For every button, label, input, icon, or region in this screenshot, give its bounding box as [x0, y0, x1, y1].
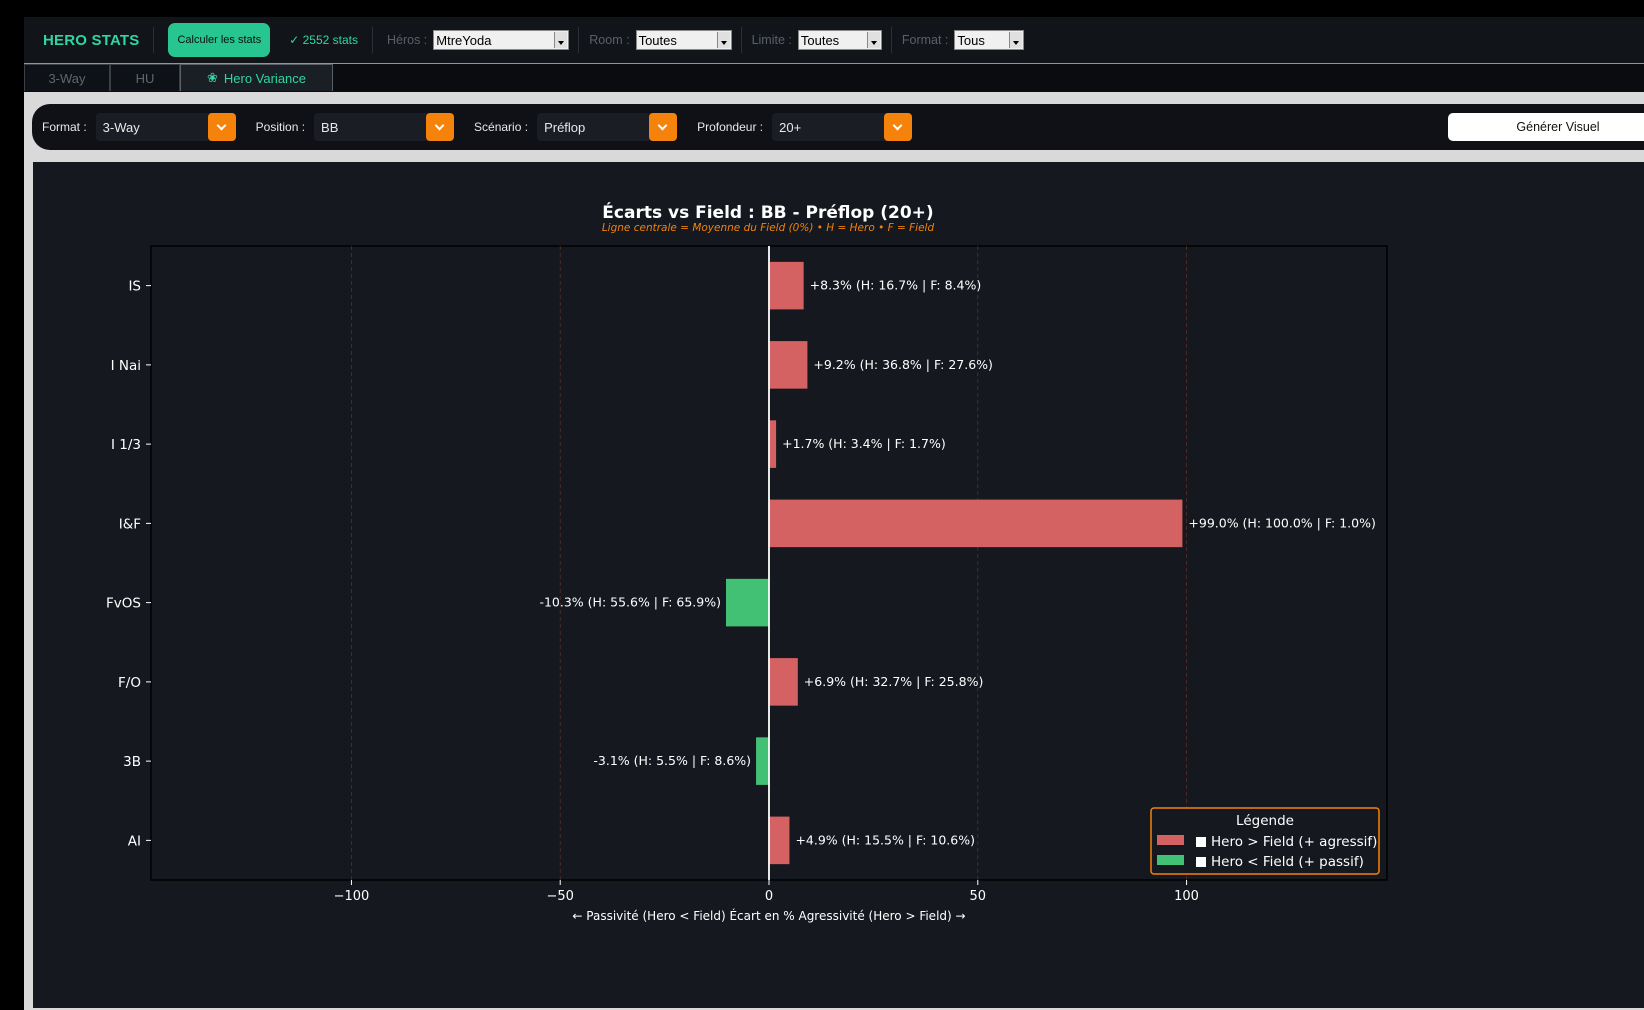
format-select-value: Tous	[957, 32, 985, 48]
chevron-down-icon[interactable]	[207, 113, 236, 141]
compute-stats-button[interactable]: Calculer les stats	[168, 23, 271, 57]
format-select[interactable]: Tous	[954, 30, 1025, 50]
tab-label: Hero Variance	[223, 70, 307, 86]
chevron-down-icon[interactable]	[649, 113, 678, 141]
depth-combo-value: 20+	[779, 119, 802, 135]
hero-select-value: MtreYoda	[436, 32, 492, 48]
tab-hero-variance[interactable]: ❀ Hero Variance	[180, 64, 333, 91]
scenario-combo-value: Préflop	[544, 119, 586, 135]
limit-filter-label: Limite :	[751, 33, 792, 47]
hero-filter-label: Héros :	[386, 33, 428, 47]
data-label: +4.9% (H: 15.5% | F: 10.6%)	[795, 832, 975, 847]
y-tick-label: F/O	[118, 675, 141, 691]
legend-box	[1150, 807, 1380, 875]
x-tick-label: −100	[334, 889, 370, 904]
header-bar: HERO STATS Calculer les stats ✓ 2552 sta…	[24, 17, 1644, 65]
y-tick-label: 3B	[123, 754, 141, 770]
depth-combo[interactable]: 20+	[772, 113, 913, 141]
divider	[740, 27, 742, 53]
bar	[769, 341, 808, 389]
variance-chart: −100 −50 0 50 100 ← Passivité (Hero < Field) …	[106, 245, 1388, 923]
y-tick-label: IS	[128, 279, 141, 295]
limit-filter: Limite : Toutes	[752, 30, 882, 50]
room-select-value: Toutes	[638, 32, 677, 48]
chevron-down-icon[interactable]	[426, 113, 455, 141]
hero-select[interactable]: MtreYoda	[433, 30, 570, 50]
brand-title: HERO STATS	[43, 31, 140, 49]
y-tick-label: I Nai	[111, 358, 141, 374]
room-filter-label: Room :	[589, 33, 630, 47]
position-combo-value: BB	[321, 119, 339, 135]
chevron-down-icon[interactable]	[866, 32, 880, 48]
depth-label: Profondeur :	[697, 120, 764, 134]
chevron-down-icon[interactable]	[554, 32, 568, 48]
room-filter: Room : Toutes	[589, 30, 732, 50]
legend-item: Hero > Field (+ agressif)	[1211, 834, 1377, 850]
variance-filter-bar: Format : 3-Way Position : BB Scénario : …	[32, 104, 1644, 150]
position-combo[interactable]: BB	[314, 113, 455, 141]
legend-checkbox-icon	[1196, 857, 1206, 867]
x-tick-label: −50	[546, 889, 573, 904]
bar	[769, 816, 790, 865]
data-label: -10.3% (H: 55.6% | F: 65.9%)	[539, 595, 721, 610]
x-tick-label: 0	[765, 889, 773, 904]
x-tick-label: 50	[970, 889, 987, 904]
chevron-down-icon[interactable]	[1009, 32, 1023, 48]
position-label: Position :	[255, 120, 306, 134]
y-tick-label: I&F	[119, 516, 141, 532]
format-filter: Format : Tous	[902, 30, 1025, 50]
data-label: +9.2% (H: 36.8% | F: 27.6%)	[813, 357, 993, 372]
tab-bar: 3-Way HU ❀ Hero Variance	[24, 64, 1644, 92]
divider	[371, 27, 373, 53]
bar	[769, 261, 804, 310]
legend-item: Hero < Field (+ passif)	[1211, 854, 1364, 870]
data-label: +8.3% (H: 16.7% | F: 8.4%)	[810, 278, 982, 293]
data-label: -3.1% (H: 5.5% | F: 8.6%)	[593, 753, 751, 768]
y-tick-label: I 1/3	[111, 437, 141, 453]
hero-filter: Héros : MtreYoda	[386, 30, 570, 50]
divider	[890, 27, 892, 53]
data-label: +1.7% (H: 3.4% | F: 1.7%)	[782, 436, 946, 451]
chart-subtitle: Ligne centrale = Moyenne du Field (0%) •…	[601, 222, 935, 234]
stats-count-badge: ✓ 2552 stats	[289, 33, 358, 47]
format-combo[interactable]: 3-Way	[95, 113, 236, 141]
room-select[interactable]: Toutes	[635, 30, 732, 50]
y-tick-label: FvOS	[106, 596, 141, 612]
scenario-combo[interactable]: Préflop	[537, 113, 678, 141]
tab-label: HU	[135, 70, 155, 86]
format-filter-label: Format :	[901, 33, 949, 47]
legend-title: Légende	[1236, 813, 1294, 829]
legend-swatch	[1157, 855, 1184, 865]
format-combo-value: 3-Way	[102, 119, 140, 135]
tab-hu[interactable]: HU	[110, 64, 180, 91]
cog-icon: ❀	[206, 70, 218, 85]
format-label: Format :	[42, 120, 87, 134]
bar	[769, 420, 777, 468]
limit-select[interactable]: Toutes	[797, 30, 882, 50]
chevron-down-icon[interactable]	[716, 32, 730, 48]
bar	[769, 499, 1183, 548]
tab-3-way[interactable]: 3-Way	[24, 64, 110, 91]
limit-select-value: Toutes	[800, 32, 840, 48]
legend-swatch	[1157, 835, 1184, 845]
divider	[153, 27, 155, 53]
x-axis-label: ← Passivité (Hero < Field) Écart en % Ag…	[572, 908, 965, 923]
generate-visual-button[interactable]: Générer Visuel	[1448, 113, 1644, 141]
scenario-label: Scénario :	[474, 120, 529, 134]
divider	[578, 27, 580, 53]
bar	[725, 578, 769, 627]
y-tick-label: AI	[128, 833, 141, 849]
data-label: +99.0% (H: 100.0% | F: 1.0%)	[1188, 515, 1375, 530]
bar	[756, 737, 769, 785]
tab-label: 3-Way	[48, 70, 86, 86]
chart-panel: Écarts vs Field : BB - Préflop (20+) Lig…	[33, 162, 1644, 1008]
x-tick-label: 100	[1174, 889, 1199, 904]
chart-title: Écarts vs Field : BB - Préflop (20+)	[602, 203, 934, 223]
app-window: HERO STATS Calculer les stats ✓ 2552 sta…	[24, 17, 1644, 1010]
legend-checkbox-icon	[1196, 837, 1206, 847]
data-label: +6.9% (H: 32.7% | F: 25.8%)	[804, 674, 984, 689]
chevron-down-icon[interactable]	[884, 113, 913, 141]
bar	[769, 658, 798, 706]
